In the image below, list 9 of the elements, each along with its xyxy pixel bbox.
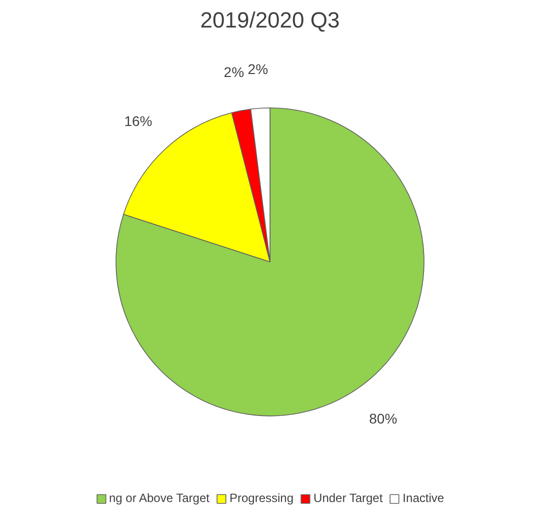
legend-label: ng or Above Target <box>108 491 210 505</box>
legend-label: Inactive <box>402 491 444 505</box>
legend-label: Progressing <box>229 491 294 505</box>
chart-title: 2019/2020 Q3 <box>200 8 340 32</box>
data-label: 80% <box>369 410 398 426</box>
data-label: 16% <box>124 112 152 129</box>
legend-label: Under Target <box>314 491 383 505</box>
data-label: 2% <box>224 64 244 80</box>
data-label: 2% <box>248 60 268 77</box>
